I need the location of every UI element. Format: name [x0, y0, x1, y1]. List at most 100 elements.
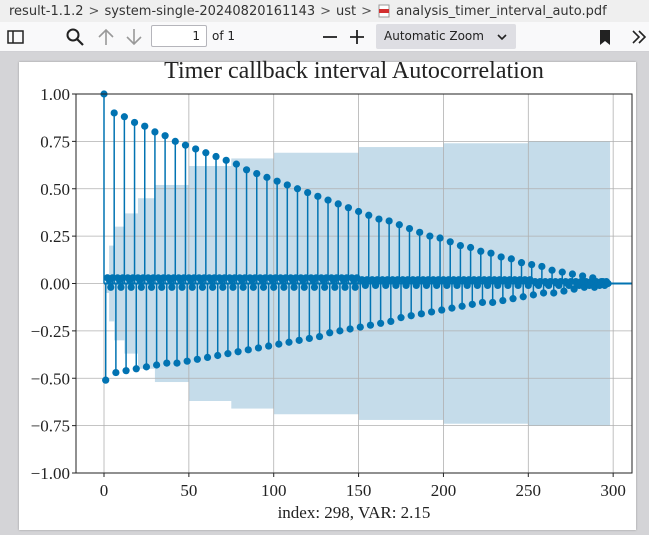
- stem-marker: [494, 281, 502, 289]
- stem-marker: [212, 152, 220, 161]
- stem-marker: [539, 289, 548, 297]
- stem-marker: [214, 351, 222, 360]
- stem-marker: [404, 276, 412, 284]
- stem-marker: [270, 283, 278, 291]
- stem-marker: [117, 283, 125, 291]
- stem-marker: [271, 274, 280, 282]
- separator: >: [88, 3, 100, 19]
- stem-marker: [351, 283, 359, 291]
- stem-marker: [483, 281, 492, 289]
- stem-marker: [604, 279, 612, 288]
- stem-marker: [265, 342, 273, 350]
- page-input[interactable]: 1: [151, 25, 207, 47]
- stem-marker: [371, 281, 380, 289]
- stem-marker: [506, 276, 514, 284]
- page-count: of 1: [212, 29, 236, 43]
- stem-marker: [495, 276, 504, 284]
- stem-marker: [448, 304, 456, 312]
- stem-marker: [458, 302, 466, 310]
- breadcrumb[interactable]: analysis_timer_interval_auto.pdf: [396, 3, 607, 19]
- stem-marker: [363, 276, 371, 284]
- plot-frame: [75, 93, 633, 474]
- search-button[interactable]: [64, 26, 86, 48]
- stem-marker: [280, 283, 288, 291]
- stem-marker: [417, 310, 425, 318]
- stem-marker: [356, 323, 364, 331]
- stem-marker: [477, 247, 485, 255]
- stem-marker: [567, 278, 575, 286]
- stem-marker: [334, 200, 342, 208]
- stem-marker: [234, 348, 242, 356]
- stem-marker: [407, 312, 415, 320]
- stem-marker: [489, 298, 497, 307]
- stem-marker: [361, 281, 369, 289]
- stem-marker: [122, 367, 130, 375]
- stem-marker: [509, 295, 517, 303]
- more-tools[interactable]: [627, 26, 649, 48]
- stem-marker: [473, 281, 481, 289]
- x-tick-label: 100: [261, 481, 287, 500]
- stem-marker: [438, 306, 446, 314]
- stem-marker: [142, 363, 151, 371]
- x-axis-label: index: 298, VAR: 2.15: [278, 503, 431, 522]
- stem-marker: [203, 353, 212, 362]
- stem-marker: [528, 260, 536, 269]
- breadcrumb[interactable]: ust: [336, 3, 357, 19]
- stem-marker: [161, 132, 169, 140]
- next-page[interactable]: [123, 26, 145, 48]
- stem-marker: [414, 276, 422, 284]
- stem-marker: [149, 274, 157, 282]
- stem-marker: [550, 289, 558, 297]
- zoom-in[interactable]: [346, 26, 368, 48]
- stem-marker: [516, 276, 524, 284]
- stem-marker: [169, 274, 178, 282]
- x-tick-label: 0: [100, 481, 109, 500]
- zoom-select[interactable]: Automatic Zoom: [376, 24, 516, 49]
- zoom-out[interactable]: [319, 26, 341, 48]
- stem-marker: [517, 259, 526, 267]
- stem-marker: [285, 338, 293, 346]
- stem-marker: [202, 149, 210, 157]
- stem-marker: [210, 274, 218, 282]
- stem-marker: [139, 274, 147, 282]
- stem-marker: [312, 274, 320, 282]
- stem-marker: [560, 287, 568, 295]
- stem-marker: [426, 232, 434, 240]
- stem-marker: [405, 224, 414, 233]
- breadcrumb[interactable]: result-1.1.2: [9, 3, 84, 19]
- toolbar: 1 of 1 Automatic Zoom: [0, 22, 649, 52]
- stem-marker: [344, 204, 352, 212]
- x-tick-label: 150: [346, 481, 372, 500]
- stem-marker: [304, 188, 312, 197]
- breadcrumb[interactable]: system-single-20240820161143: [104, 3, 316, 19]
- stem-marker: [251, 274, 259, 282]
- stem-marker: [395, 221, 403, 229]
- stem-marker: [102, 376, 110, 384]
- stem-marker: [231, 274, 239, 282]
- stem-marker: [112, 368, 120, 377]
- stem-marker: [499, 296, 507, 305]
- stem-marker: [300, 283, 308, 291]
- sidebar-toggle[interactable]: [5, 26, 27, 48]
- bookmark[interactable]: [594, 26, 616, 48]
- stem-marker: [466, 243, 475, 252]
- stem-marker: [222, 156, 230, 164]
- stem-marker: [382, 281, 390, 289]
- stem-marker: [524, 281, 532, 289]
- stem-marker: [181, 141, 190, 149]
- stem-marker: [137, 283, 145, 291]
- stem-marker: [254, 344, 263, 352]
- stem-marker: [295, 336, 303, 344]
- stem-marker: [465, 276, 473, 284]
- y-tick-label: −1.00: [31, 464, 70, 483]
- stem-marker: [375, 215, 383, 223]
- dropdown-arrow: [497, 34, 507, 41]
- stem-marker: [292, 274, 300, 282]
- stem-marker: [263, 173, 271, 181]
- y-tick-label: 0.00: [40, 275, 70, 294]
- previous-page[interactable]: [95, 26, 117, 48]
- stem-marker: [331, 283, 339, 291]
- stem-marker: [424, 276, 432, 284]
- chart-title: Timer callback interval Autocorrelation: [164, 58, 544, 84]
